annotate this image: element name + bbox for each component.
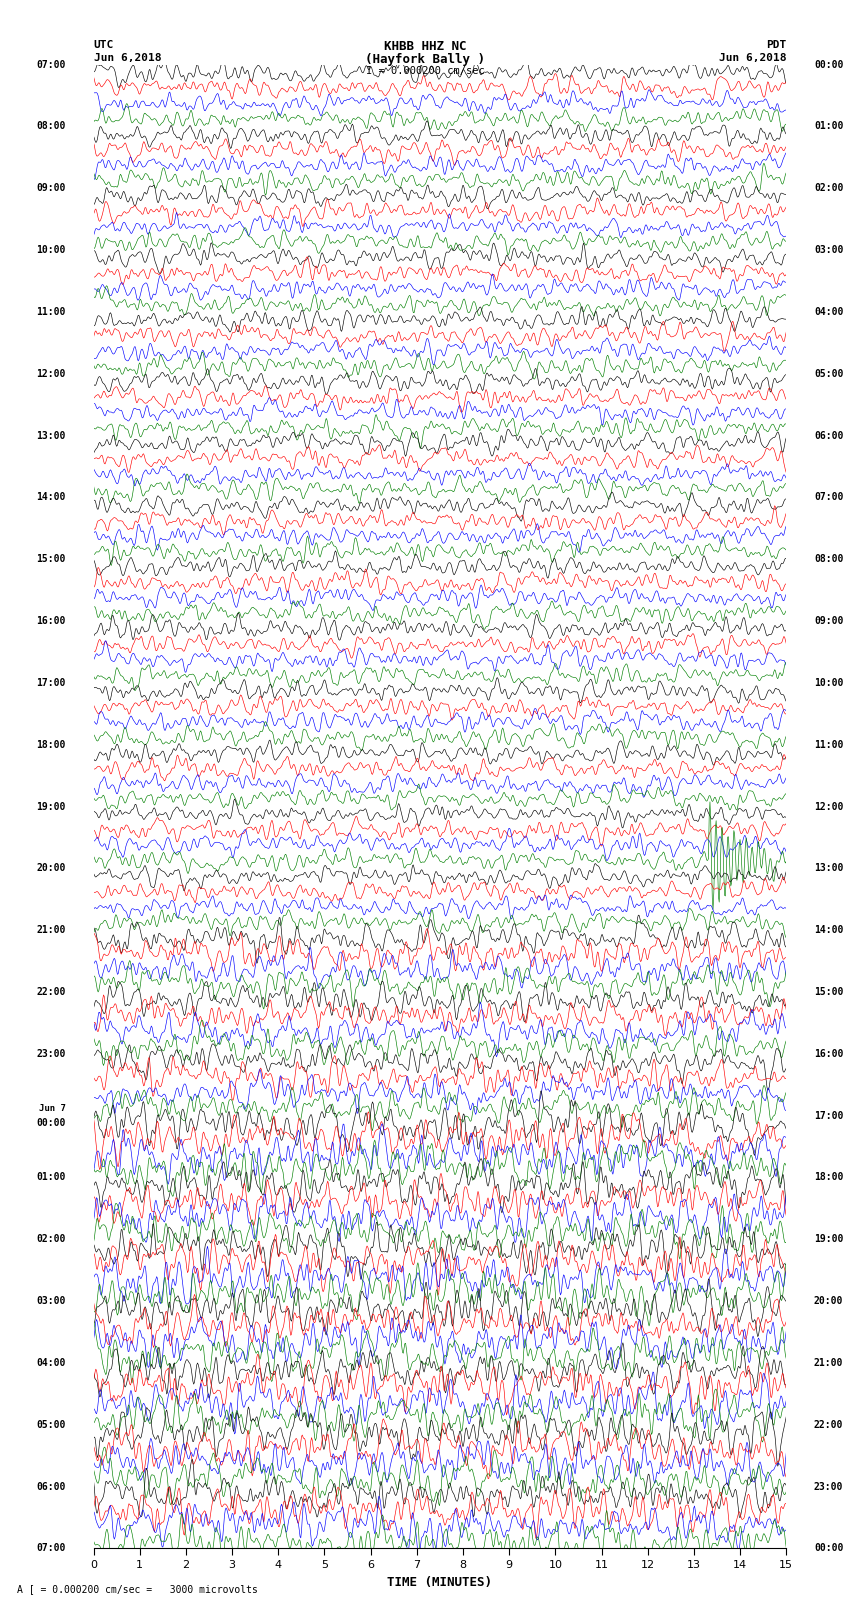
Text: 17:00: 17:00	[814, 1111, 843, 1121]
Text: 00:00: 00:00	[814, 60, 843, 69]
Text: I = 0.000200 cm/sec: I = 0.000200 cm/sec	[366, 66, 484, 76]
Text: 12:00: 12:00	[814, 802, 843, 811]
Text: (Hayfork Bally ): (Hayfork Bally )	[365, 53, 485, 66]
Text: 22:00: 22:00	[37, 987, 65, 997]
Text: 15:00: 15:00	[37, 555, 65, 565]
Text: 23:00: 23:00	[814, 1482, 843, 1492]
Text: 08:00: 08:00	[814, 555, 843, 565]
Text: Jun 6,2018: Jun 6,2018	[719, 53, 786, 63]
Text: 14:00: 14:00	[814, 926, 843, 936]
Text: A [ = 0.000200 cm/sec =   3000 microvolts: A [ = 0.000200 cm/sec = 3000 microvolts	[17, 1584, 258, 1594]
Text: 02:00: 02:00	[37, 1234, 65, 1244]
Text: 09:00: 09:00	[814, 616, 843, 626]
Text: 12:00: 12:00	[37, 369, 65, 379]
Text: 16:00: 16:00	[37, 616, 65, 626]
Text: 15:00: 15:00	[814, 987, 843, 997]
Text: 13:00: 13:00	[814, 863, 843, 873]
Text: PDT: PDT	[766, 40, 786, 50]
Text: 11:00: 11:00	[814, 740, 843, 750]
Text: 07:00: 07:00	[37, 60, 65, 69]
Text: 01:00: 01:00	[814, 121, 843, 131]
Text: 03:00: 03:00	[37, 1297, 65, 1307]
Text: 10:00: 10:00	[37, 245, 65, 255]
Text: 22:00: 22:00	[814, 1419, 843, 1429]
Text: 01:00: 01:00	[37, 1173, 65, 1182]
X-axis label: TIME (MINUTES): TIME (MINUTES)	[388, 1576, 492, 1589]
Text: Jun 7: Jun 7	[39, 1105, 65, 1113]
Text: 06:00: 06:00	[37, 1482, 65, 1492]
Text: 18:00: 18:00	[814, 1173, 843, 1182]
Text: 13:00: 13:00	[37, 431, 65, 440]
Text: UTC: UTC	[94, 40, 114, 50]
Text: 20:00: 20:00	[37, 863, 65, 873]
Text: 16:00: 16:00	[814, 1048, 843, 1058]
Text: Jun 6,2018: Jun 6,2018	[94, 53, 161, 63]
Text: 09:00: 09:00	[37, 184, 65, 194]
Text: 03:00: 03:00	[814, 245, 843, 255]
Text: 17:00: 17:00	[37, 677, 65, 687]
Text: 18:00: 18:00	[37, 740, 65, 750]
Text: 04:00: 04:00	[37, 1358, 65, 1368]
Text: KHBB HHZ NC: KHBB HHZ NC	[383, 40, 467, 53]
Text: 00:00: 00:00	[37, 1118, 65, 1127]
Text: 21:00: 21:00	[37, 926, 65, 936]
Text: 19:00: 19:00	[37, 802, 65, 811]
Text: 05:00: 05:00	[814, 369, 843, 379]
Text: 23:00: 23:00	[37, 1048, 65, 1058]
Text: 21:00: 21:00	[814, 1358, 843, 1368]
Text: 14:00: 14:00	[37, 492, 65, 502]
Text: 04:00: 04:00	[814, 306, 843, 316]
Text: 20:00: 20:00	[814, 1297, 843, 1307]
Text: 11:00: 11:00	[37, 306, 65, 316]
Text: 05:00: 05:00	[37, 1419, 65, 1429]
Text: 06:00: 06:00	[814, 431, 843, 440]
Text: 02:00: 02:00	[814, 184, 843, 194]
Text: 19:00: 19:00	[814, 1234, 843, 1244]
Text: 08:00: 08:00	[37, 121, 65, 131]
Text: 10:00: 10:00	[814, 677, 843, 687]
Text: 00:00: 00:00	[814, 1544, 843, 1553]
Text: 07:00: 07:00	[37, 1544, 65, 1553]
Text: 07:00: 07:00	[814, 492, 843, 502]
